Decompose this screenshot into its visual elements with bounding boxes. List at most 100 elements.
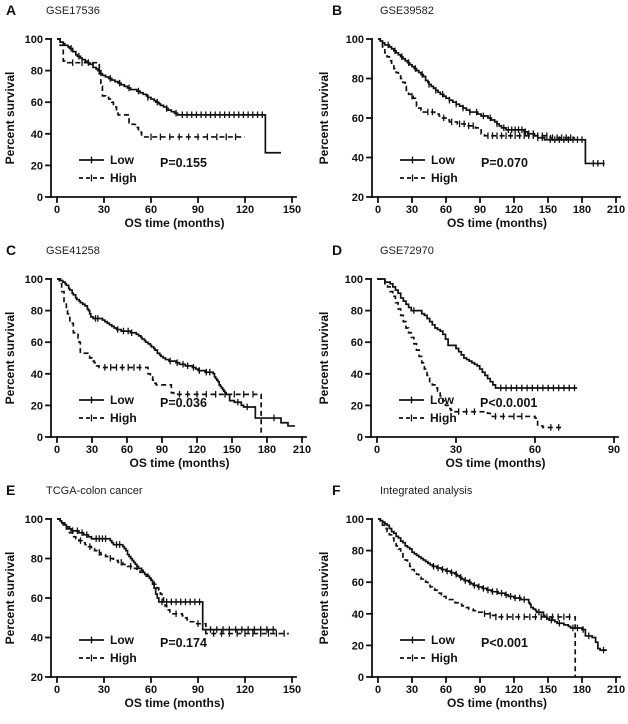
y-tick-label: 40: [31, 369, 43, 381]
y-tick-label: 40: [351, 369, 363, 381]
y-tick-label: 40: [31, 129, 43, 141]
x-tick-label: 30: [98, 204, 110, 216]
x-tick-label: 0: [375, 684, 381, 696]
legend-label-high: High: [110, 651, 137, 665]
panel-c-letter: C: [6, 242, 17, 258]
km-curve-high: [377, 278, 562, 429]
axes: [366, 38, 621, 203]
x-tick-label: 0: [54, 684, 60, 696]
y-tick-label: 100: [346, 34, 364, 46]
x-tick-label: 90: [192, 684, 204, 696]
km-curve-low: [378, 38, 605, 165]
x-tick-label: 180: [573, 684, 591, 696]
axes: [45, 518, 297, 683]
y-tick-label: 60: [351, 337, 363, 349]
x-axis-title: OS time (months): [445, 456, 545, 470]
x-tick-label: 60: [440, 204, 452, 216]
panel-c-title: GSE41258: [46, 245, 100, 257]
x-tick-label: 30: [406, 684, 418, 696]
y-tick-label: 60: [31, 593, 43, 605]
y-tick-label: 20: [31, 400, 43, 412]
panel-e-title: TCGA-colon cancer: [46, 485, 143, 497]
panel-b-title: GSE39582: [380, 5, 434, 17]
x-tick-label: 60: [145, 684, 157, 696]
x-tick-label: 0: [54, 444, 60, 456]
y-tick-label: 40: [352, 609, 364, 621]
x-axis-title: OS time (months): [447, 696, 547, 710]
panel-f-letter: F: [332, 482, 342, 498]
x-tick-label: 60: [121, 444, 133, 456]
km-chart-d: 0 20 40 60 80 100 0 30 60 90 OS time (months) Perce…: [317, 274, 620, 470]
p-value-label: P=0.174: [160, 636, 207, 650]
km-chart-f: 0 20 40 60 80 100 0 30 60 90 120 150 180 210 OS time (…: [317, 514, 625, 710]
x-tick-label: 30: [450, 444, 462, 456]
km-curve-low: [57, 278, 295, 427]
x-axis-title: OS time (months): [129, 456, 229, 470]
panel-d: D GSE72970 0 20 40 60 80 100 0 30 60 90 OS time (m…: [314, 240, 628, 480]
panel-b: B GSE39582 20 40 60 80 100 0 30 60 90 120 150 180 21…: [314, 0, 628, 240]
legend-label-low: Low: [431, 153, 456, 167]
x-tick-label: 150: [283, 684, 301, 696]
y-tick-label: 100: [25, 274, 43, 286]
km-curve-high: [378, 518, 577, 677]
y-tick-label: 20: [351, 400, 363, 412]
km-curve-low: [377, 278, 578, 389]
x-tick-label: 60: [145, 204, 157, 216]
y-axis-title: Percent survival: [317, 312, 331, 405]
y-tick-label: 80: [31, 306, 43, 318]
y-tick-label: 80: [31, 554, 43, 566]
x-tick-label: 90: [474, 204, 486, 216]
legend-label-low: Low: [110, 633, 135, 647]
x-tick-label: 120: [505, 204, 523, 216]
axes: [45, 278, 307, 443]
x-tick-label: 0: [375, 204, 381, 216]
legend-label-low: Low: [431, 633, 456, 647]
y-tick-label: 40: [31, 633, 43, 645]
y-axis-title: Percent survival: [317, 72, 331, 165]
km-curve-low: [57, 518, 277, 631]
x-tick-label: 120: [236, 204, 254, 216]
y-tick-label: 20: [31, 672, 43, 684]
x-tick-label: 180: [573, 204, 591, 216]
y-tick-label: 60: [31, 337, 43, 349]
x-tick-label: 210: [607, 684, 625, 696]
x-tick-label: 120: [188, 444, 206, 456]
x-tick-label: 150: [223, 444, 241, 456]
legend-label-high: High: [430, 411, 457, 425]
y-tick-label: 60: [352, 577, 364, 589]
y-axis-title: Percent survival: [3, 552, 17, 645]
x-axis-title: OS time (months): [124, 216, 224, 230]
y-tick-label: 100: [25, 34, 43, 46]
km-curve-high: [378, 38, 576, 139]
x-tick-label: 90: [192, 204, 204, 216]
x-tick-label: 30: [98, 684, 110, 696]
legend-label-low: Low: [430, 393, 455, 407]
y-tick-label: 20: [31, 160, 43, 172]
panel-a-letter: A: [6, 2, 17, 18]
x-tick-label: 150: [539, 204, 557, 216]
legend-label-high: High: [431, 651, 458, 665]
y-tick-label: 100: [346, 514, 364, 526]
legend-label-high: High: [110, 411, 137, 425]
km-curve-high: [57, 278, 263, 437]
km-chart-b: 20 40 60 80 100 0 30 60 90 120 150 180 210 OS time (m…: [317, 34, 625, 230]
axes: [366, 518, 621, 683]
y-axis-title: Percent survival: [3, 312, 17, 405]
x-tick-label: 0: [374, 444, 380, 456]
panel-f: F Integrated analysis 0 20 40 60 80 100 0 30 60 9…: [314, 480, 628, 724]
axes: [365, 278, 619, 443]
y-tick-label: 20: [352, 640, 364, 652]
y-tick-label: 80: [351, 306, 363, 318]
x-tick-label: 180: [258, 444, 276, 456]
legend-label-low: Low: [110, 393, 135, 407]
x-tick-label: 60: [529, 444, 541, 456]
p-value-label: P=0.070: [481, 156, 528, 170]
legend-label-high: High: [110, 171, 137, 185]
x-tick-label: 0: [54, 204, 60, 216]
y-tick-label: 80: [352, 546, 364, 558]
km-chart-c: 0 20 40 60 80 100 0 30 60 90 120 150 180 210 OS time (…: [3, 274, 311, 470]
p-value-label: P=0.036: [160, 396, 207, 410]
y-axis-title: Percent survival: [317, 552, 331, 645]
x-tick-label: 30: [406, 204, 418, 216]
panel-e: E TCGA-colon cancer 20 40 60 80 100 0 30 60 90 12…: [0, 480, 314, 724]
